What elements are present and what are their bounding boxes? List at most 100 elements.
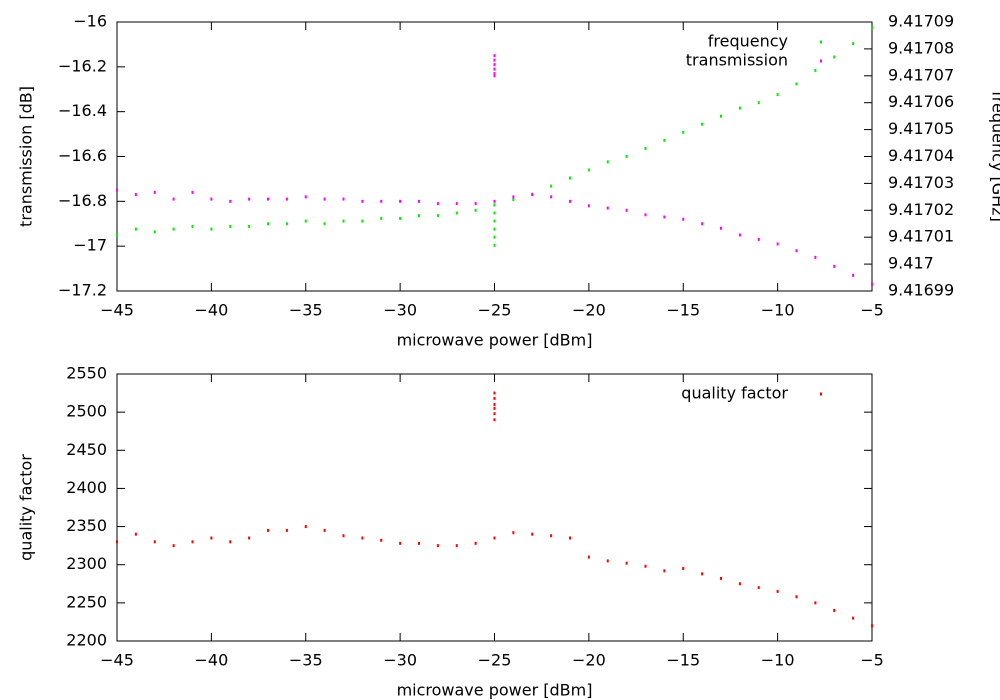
x-tick-label: −5 xyxy=(860,651,884,670)
data-point xyxy=(493,54,496,58)
x-tick-label: −15 xyxy=(666,301,700,320)
x-tick-label: −25 xyxy=(478,301,512,320)
y2-tick-label: 9.41705 xyxy=(888,119,954,138)
y2-tick-label: 9.41699 xyxy=(888,281,954,300)
data-point xyxy=(455,202,458,206)
data-point xyxy=(191,190,194,194)
data-point xyxy=(436,544,439,548)
data-point xyxy=(134,227,137,231)
legend-marker xyxy=(820,59,822,63)
y-tick-label: 2200 xyxy=(66,631,107,650)
data-point xyxy=(285,222,288,226)
y2-tick-label: 9.41703 xyxy=(888,173,954,192)
x-tick-label: −15 xyxy=(666,651,700,670)
data-point xyxy=(361,536,364,540)
data-point xyxy=(493,67,496,71)
data-point xyxy=(455,544,458,548)
y-tick-label: −17.2 xyxy=(58,281,107,300)
data-point xyxy=(795,82,798,86)
legend-label: quality factor xyxy=(681,384,788,403)
data-point xyxy=(116,188,118,192)
data-point xyxy=(625,155,628,158)
data-point xyxy=(267,197,269,201)
data-point xyxy=(418,541,420,545)
data-point xyxy=(342,197,345,201)
data-point xyxy=(493,72,496,76)
data-point xyxy=(493,211,496,215)
data-point xyxy=(550,184,553,188)
data-point xyxy=(304,219,307,223)
data-point xyxy=(587,204,590,208)
data-point xyxy=(493,536,496,540)
data-point xyxy=(512,198,515,202)
data-point xyxy=(663,138,666,142)
data-point xyxy=(606,160,609,164)
x-tick-label: −10 xyxy=(761,301,795,320)
data-point xyxy=(493,235,496,239)
data-point xyxy=(644,146,647,150)
data-point xyxy=(852,42,855,46)
data-point xyxy=(625,208,628,212)
data-point xyxy=(776,93,779,97)
data-point xyxy=(172,197,175,201)
y-tick-label: 2400 xyxy=(66,478,107,497)
data-point xyxy=(833,55,836,59)
y2-tick-label: 9.41707 xyxy=(888,65,954,84)
legend-marker xyxy=(820,40,822,44)
data-point xyxy=(852,616,855,620)
x-tick-label: −20 xyxy=(572,301,606,320)
data-point xyxy=(738,106,741,110)
x-tick-label: −30 xyxy=(383,651,417,670)
data-point xyxy=(682,130,685,134)
data-point xyxy=(399,199,402,203)
data-point xyxy=(474,202,477,206)
data-point xyxy=(474,208,477,212)
x-tick-label: −40 xyxy=(194,651,228,670)
x-tick-label: −25 xyxy=(478,651,512,670)
x-tick-label: −10 xyxy=(761,651,795,670)
data-point xyxy=(512,531,515,535)
legend-label: transmission xyxy=(686,51,788,70)
y2-tick-label: 9.41701 xyxy=(888,227,954,246)
y-tick-label: 2350 xyxy=(66,516,107,535)
x-tick-label: −5 xyxy=(860,301,884,320)
y-tick-label: −17 xyxy=(73,236,107,255)
y-tick-label: 2250 xyxy=(66,592,107,611)
data-point xyxy=(267,222,269,226)
data-point xyxy=(720,576,722,580)
data-point xyxy=(531,532,534,536)
data-point xyxy=(153,540,156,544)
data-point xyxy=(210,536,213,540)
data-point xyxy=(248,224,251,228)
data-point xyxy=(550,534,553,538)
x-axis-title: microwave power [dBm] xyxy=(397,681,593,700)
data-point xyxy=(418,199,420,203)
data-point xyxy=(493,243,496,247)
data-point xyxy=(682,217,685,221)
x-tick-label: −35 xyxy=(289,301,323,320)
data-point xyxy=(210,227,213,231)
data-point xyxy=(493,203,496,207)
data-point xyxy=(323,528,326,532)
data-point xyxy=(436,214,439,218)
data-point xyxy=(493,58,496,62)
data-point xyxy=(795,249,798,253)
y-tick-label: 2300 xyxy=(66,554,107,573)
data-point xyxy=(493,396,496,400)
data-point xyxy=(323,222,326,226)
data-point xyxy=(116,233,118,237)
data-point xyxy=(814,601,817,605)
data-point xyxy=(814,68,817,72)
data-point xyxy=(436,202,439,206)
data-point xyxy=(153,190,156,194)
data-point xyxy=(304,525,307,529)
data-point xyxy=(871,282,873,286)
data-point xyxy=(399,541,402,545)
data-point xyxy=(134,532,137,536)
data-point xyxy=(493,391,496,395)
y-axis-title: quality factor xyxy=(17,454,36,561)
data-point xyxy=(606,206,609,210)
y2-tick-label: 9.41708 xyxy=(888,38,954,57)
y-tick-label: −16 xyxy=(73,12,107,31)
data-point xyxy=(606,559,609,563)
